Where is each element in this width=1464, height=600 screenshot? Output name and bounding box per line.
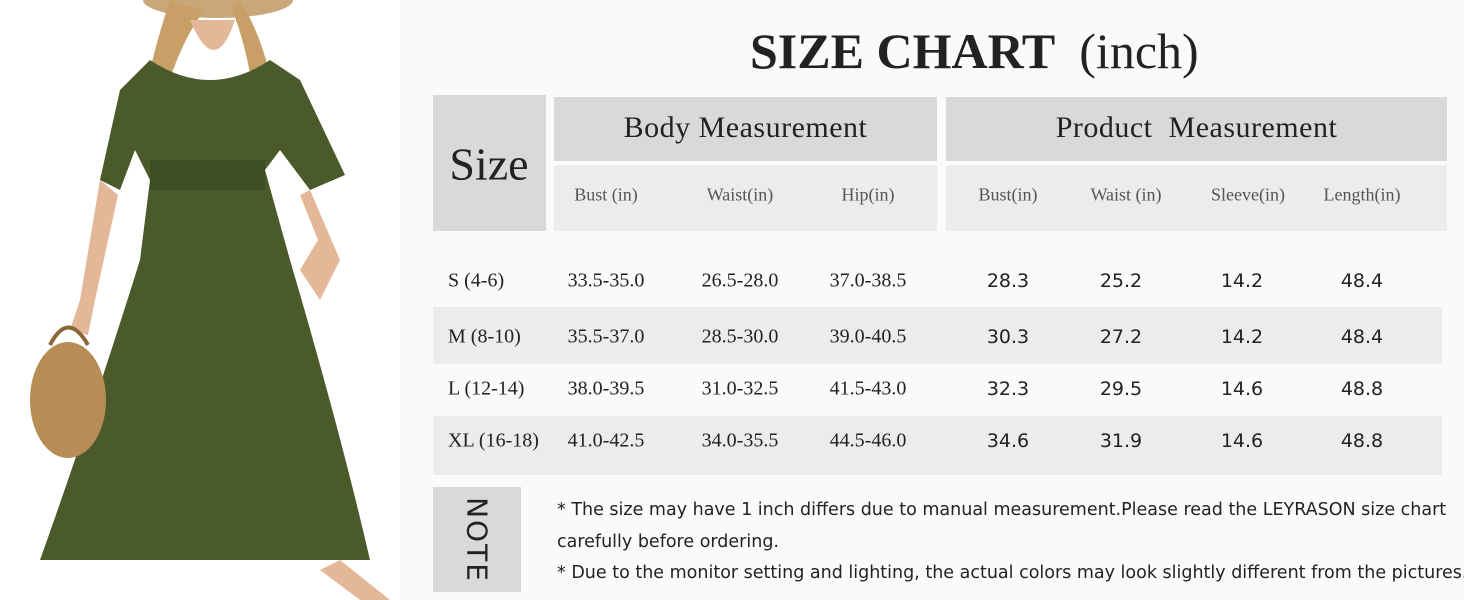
- value-cell: 25.2: [1099, 270, 1143, 292]
- value-cell: 14.2: [1220, 270, 1264, 292]
- title-unit: (inch): [1079, 23, 1199, 79]
- value-cell: 33.5-35.0: [567, 269, 645, 292]
- value-cell: 48.8: [1340, 430, 1384, 452]
- column-header: Waist (in): [1090, 184, 1162, 205]
- size-cell: XL (16-18): [448, 429, 539, 452]
- value-cell: 28.5-30.0: [701, 325, 779, 348]
- value-cell: 29.5: [1099, 378, 1143, 400]
- value-cell: 31.0-32.5: [701, 377, 779, 400]
- value-cell: 48.4: [1340, 270, 1384, 292]
- value-cell: 34.0-35.5: [701, 429, 779, 452]
- note-line: carefully before ordering.: [557, 532, 779, 552]
- value-cell: 35.5-37.0: [567, 325, 645, 348]
- value-cell: 48.8: [1340, 378, 1384, 400]
- subheader-bg: [946, 165, 1447, 231]
- title: SIZE CHART: [750, 23, 1056, 79]
- size-cell: M (8-10): [448, 325, 521, 348]
- value-cell: 37.0-38.5: [829, 269, 907, 292]
- column-header: Sleeve(in): [1211, 184, 1285, 205]
- model-photo: [0, 0, 400, 600]
- size-header: Size: [449, 138, 529, 190]
- value-cell: 44.5-46.0: [829, 429, 907, 452]
- size-header-bg: [433, 95, 546, 231]
- note-label: NOTE: [460, 497, 494, 583]
- subheader-bg: [554, 165, 937, 231]
- group-header: Body Measurement: [623, 111, 868, 144]
- value-cell: 14.2: [1220, 326, 1264, 348]
- value-cell: 39.0-40.5: [829, 325, 907, 348]
- column-header: Bust (in): [574, 184, 638, 205]
- size-cell: L (12-14): [448, 377, 525, 400]
- row-band: [433, 307, 1442, 364]
- value-cell: 28.3: [986, 270, 1030, 292]
- group-header-bg: [946, 97, 1447, 161]
- row-band: [433, 416, 1442, 475]
- value-cell: 14.6: [1220, 430, 1264, 452]
- value-cell: 41.5-43.0: [829, 377, 907, 400]
- size-cell: S (4-6): [448, 269, 505, 292]
- value-cell: 31.9: [1099, 430, 1143, 452]
- value-cell: 14.6: [1220, 378, 1264, 400]
- note-line: * Due to the monitor setting and lightin…: [557, 563, 1464, 583]
- value-cell: 27.2: [1099, 326, 1143, 348]
- title-row: SIZE CHART (inch): [0, 22, 1464, 80]
- value-cell: 41.0-42.5: [567, 429, 645, 452]
- column-header: Waist(in): [706, 184, 774, 205]
- value-cell: 34.6: [986, 430, 1030, 452]
- group-header: Product Measurement: [1055, 111, 1338, 144]
- value-cell: 38.0-39.5: [567, 377, 645, 400]
- value-cell: 30.3: [986, 326, 1030, 348]
- value-cell: 48.4: [1340, 326, 1384, 348]
- note-label-bg: [433, 487, 521, 592]
- note-line: * The size may have 1 inch differs due t…: [557, 500, 1447, 520]
- column-header: Hip(in): [841, 184, 895, 205]
- value-cell: 32.3: [986, 378, 1030, 400]
- column-header: Length(in): [1323, 184, 1401, 205]
- group-header-bg: [554, 97, 937, 161]
- column-header: Bust(in): [978, 184, 1038, 205]
- value-cell: 26.5-28.0: [701, 269, 779, 292]
